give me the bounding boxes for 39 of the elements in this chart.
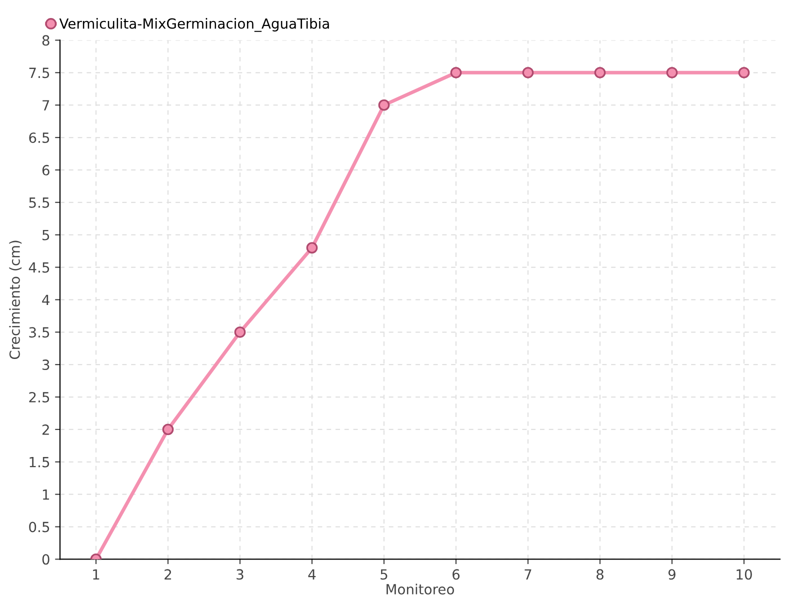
point — [162, 424, 174, 436]
x-tick-label: 7 — [524, 569, 532, 580]
point — [306, 242, 318, 254]
point — [378, 99, 390, 111]
y-tick-label: 3 — [42, 360, 50, 370]
y-tick-label: 7.5 — [29, 68, 50, 78]
x-axis-title: Monitoreo — [386, 584, 454, 595]
point — [594, 66, 606, 78]
point — [450, 66, 462, 78]
x-tick-label: 10 — [736, 569, 752, 580]
y-tick-label: 5.5 — [29, 198, 50, 208]
x-tick-label: 9 — [668, 569, 676, 580]
x-tick-label: 1 — [93, 569, 100, 580]
y-axis-title: Crecimiento (cm) — [9, 240, 22, 360]
y-tick-label: 0.5 — [29, 522, 50, 532]
x-tick-label: 6 — [452, 569, 460, 580]
y-tick-label: 0 — [42, 554, 50, 565]
point — [666, 66, 678, 78]
y-tick-label: 4.5 — [28, 262, 50, 273]
x-tick-label: 2 — [164, 569, 172, 580]
x-tick-label: 5 — [380, 569, 388, 580]
point — [234, 326, 246, 338]
y-tick-label: 5 — [42, 230, 50, 240]
y-tick-label: 3.5 — [29, 327, 50, 338]
y-tick-label: 2.5 — [29, 392, 50, 402]
y-tick-label: 7 — [42, 100, 50, 110]
legend-label: Vermiculita-MixGerminacion_AguaTibia — [59, 18, 329, 32]
y-tick-label: 4 — [42, 294, 50, 305]
y-tick-label: 1 — [42, 489, 49, 500]
y-tick-label: 6 — [42, 164, 50, 176]
y-tick-label: 6.5 — [29, 132, 50, 143]
y-tick-label: 8 — [42, 35, 50, 46]
x-tick-label: 4 — [308, 569, 316, 580]
point — [522, 66, 534, 78]
point — [738, 66, 750, 78]
x-tick-label: 3 — [236, 569, 244, 580]
x-tick-label: 8 — [596, 569, 604, 580]
y-tick-label: 2 — [42, 424, 49, 435]
y-tick-label: 1.5 — [30, 457, 50, 468]
